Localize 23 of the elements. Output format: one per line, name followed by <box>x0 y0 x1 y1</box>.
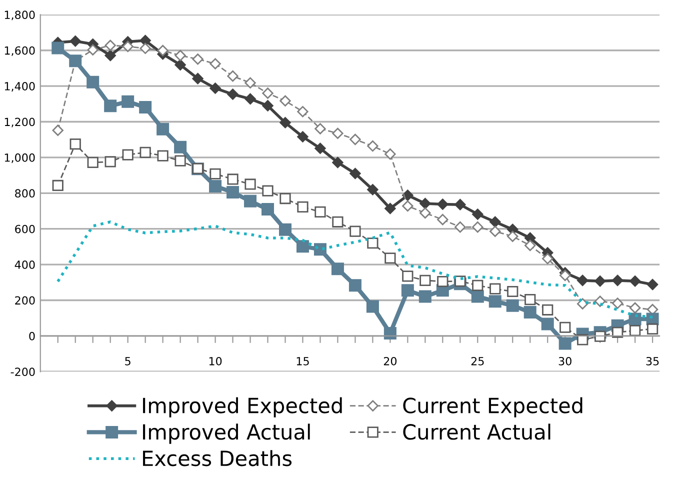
y-tick-label: 600 <box>15 224 35 234</box>
x-tick-label: 10 <box>209 356 222 366</box>
x-tick-label: 30 <box>558 356 572 366</box>
y-tick-label: 1,600 <box>4 46 35 56</box>
x-tick-label: 15 <box>296 357 309 366</box>
y-tick-label: 200 <box>15 296 35 305</box>
y-tick-label: 800 <box>15 189 35 198</box>
legend-label: Improved Expected <box>143 397 342 418</box>
y-tick-label: 1,200 <box>4 118 35 128</box>
y-tick-label: 1,000 <box>4 153 35 163</box>
y-tick-label: 1,800 <box>4 10 35 20</box>
legend-label: Improved Actual <box>143 424 310 444</box>
legend-label: Current Expected <box>403 397 582 418</box>
y-tick-label: 0 <box>29 332 35 340</box>
y-tick-label: 1,400 <box>4 82 35 92</box>
x-tick-label: 5 <box>125 357 130 366</box>
x-tick-label: 25 <box>471 356 484 366</box>
legend-label: Current Actual <box>403 424 550 440</box>
legend-label: Excess Deaths <box>143 450 292 466</box>
y-tick-label: -200 <box>10 368 35 376</box>
x-tick-label: 20 <box>384 356 397 366</box>
x-tick-label: 35 <box>646 356 659 366</box>
y-tick-label: 400 <box>14 260 35 269</box>
